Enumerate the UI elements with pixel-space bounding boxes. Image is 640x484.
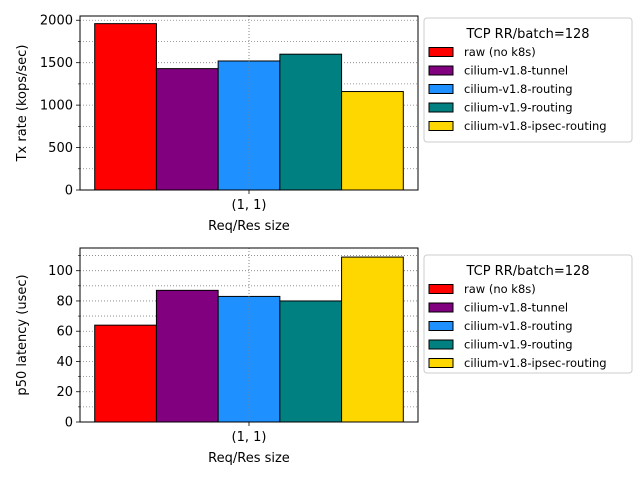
legend-label: cilium-v1.8-routing (464, 82, 573, 96)
chart-panel-2: 0 20 40 60 80 100 (1, 1) Req/Res size p50 latenc… (15, 247, 633, 466)
legend-label: cilium-v1.8-routing (464, 319, 573, 333)
y-axis-label: Tx rate (kops/sec) (15, 45, 30, 163)
legend-swatch (428, 65, 454, 76)
legend-swatch (428, 284, 454, 294)
legend-box (423, 254, 633, 374)
y-tick-label: 0 (65, 184, 73, 199)
y-tick-label: 1500 (40, 56, 73, 71)
y-tick-label: 500 (48, 141, 73, 156)
x-tick-label: (1, 1) (232, 198, 267, 213)
legend-label: cilium-v1.9-routing (464, 101, 573, 115)
legend-swatch (428, 339, 454, 350)
bar-cilium-v1-8-routing (217, 60, 281, 191)
bar-cilium-v1-8-tunnel (155, 289, 219, 423)
x-axis-label: Req/Res size (208, 219, 290, 234)
y-tick-label: 100 (48, 264, 73, 279)
y-tick-label: 80 (56, 294, 73, 309)
legend-label: cilium-v1.9-routing (464, 338, 573, 352)
legend: TCP RR/batch=128 raw (no k8s) cilium-v1.8-… (423, 254, 633, 374)
legend-label: raw (no k8s) (464, 282, 536, 296)
legend: TCP RR/batch=128 raw (no k8s) cilium-v1.8-… (423, 17, 633, 143)
chart-panel-1: 0 500 1000 1500 2000 (1, 1) Req/Res size Tx rat… (15, 14, 633, 234)
legend-swatch (428, 84, 454, 94)
bar-raw-no-k8s- (94, 324, 157, 423)
legend-label: raw (no k8s) (464, 45, 536, 59)
legend-swatch (428, 102, 454, 113)
legend-label: cilium-v1.8-ipsec-routing (464, 356, 607, 370)
legend-swatch (428, 302, 454, 313)
legend-swatch (428, 121, 454, 131)
legend-label: cilium-v1.8-ipsec-routing (464, 119, 607, 133)
y-tick-label: 1000 (40, 99, 73, 114)
bar-cilium-v1-9-routing (279, 300, 343, 423)
y-tick-label: 20 (56, 385, 73, 400)
legend-title: TCP RR/batch=128 (465, 27, 589, 42)
y-tick-label: 60 (56, 325, 73, 340)
y-tick-label: 0 (65, 416, 73, 431)
y-tick-label: 40 (56, 355, 73, 370)
x-axis-label: Req/Res size (208, 451, 290, 466)
legend-title: TCP RR/batch=128 (465, 264, 589, 279)
bar-cilium-v1-8-tunnel (155, 68, 219, 191)
legend-swatch (428, 47, 454, 57)
y-tick-label: 2000 (40, 14, 73, 29)
legend-swatch (428, 321, 454, 331)
legend-box (423, 17, 633, 143)
bar-cilium-v1-9-routing (279, 53, 343, 191)
legend-swatch (428, 358, 454, 368)
bar-cilium-v1-8-ipsec-routing (341, 256, 404, 423)
y-axis-label: p50 latency (usec) (15, 274, 30, 395)
bar-cilium-v1-8-ipsec-routing (341, 91, 404, 191)
x-tick-label: (1, 1) (232, 430, 267, 445)
legend-label: cilium-v1.8-tunnel (464, 64, 568, 78)
bar-raw-no-k8s- (94, 23, 157, 191)
legend-label: cilium-v1.8-tunnel (464, 301, 568, 315)
